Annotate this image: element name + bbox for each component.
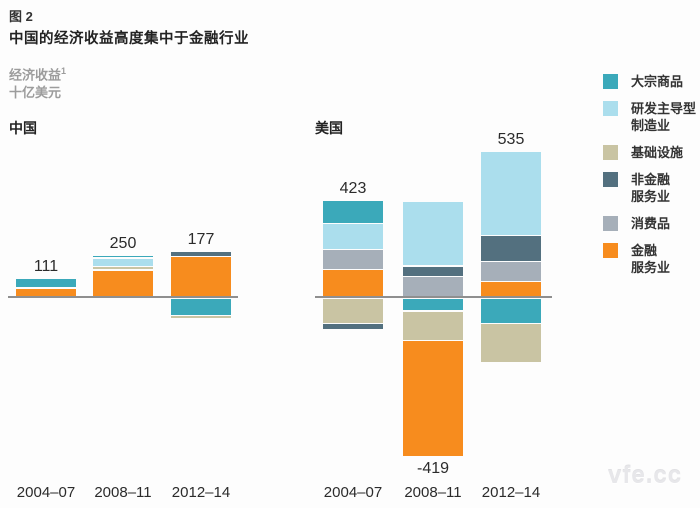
x-tick-label: 2008–11: [404, 484, 462, 501]
legend-label: 非金融 服务业: [631, 172, 671, 204]
bar-segment-financial_services: [93, 270, 153, 297]
bar-total-label: 250: [109, 234, 137, 252]
bar-total-label: 535: [497, 130, 525, 148]
legend-item: 大宗商品: [603, 73, 696, 90]
bar-segment-commodities: [16, 279, 76, 288]
legend-item: 非金融 服务业: [603, 171, 696, 205]
bar-segment-financial_services: [16, 288, 76, 297]
y-axis-label-unit: 十亿美元: [9, 85, 62, 101]
bar-segment-commodities: [323, 201, 383, 223]
legend: 大宗商品研发主导型 制造业基础设施非金融 服务业消费品金融 服务业: [603, 73, 696, 276]
bar-segment-infrastructure: [403, 311, 463, 340]
bar-segment-commodities: [171, 299, 231, 315]
legend-swatch-commodities: [603, 74, 618, 89]
chart-title-china: 中国: [9, 120, 37, 136]
y-axis-label: 经济收益1 十亿美元: [9, 62, 66, 102]
bar-segment-infrastructure: [323, 299, 383, 323]
bar-total-label: -419: [416, 460, 450, 478]
bar-segment-consumer_goods: [481, 262, 541, 281]
x-tick-label: 2012–14: [481, 484, 541, 501]
legend-item: 研发主导型 制造业: [603, 100, 696, 134]
legend-swatch-rd_manufacturing: [603, 101, 618, 116]
legend-label: 消费品: [631, 216, 671, 231]
footnote-marker: 1: [61, 66, 67, 76]
legend-swatch-infrastructure: [603, 145, 618, 160]
bar-segment-consumer_goods: [403, 277, 463, 297]
figure-number: 图 2: [9, 9, 33, 24]
bar-segment-rd_manufacturing: [403, 202, 463, 266]
legend-label: 金融 服务业: [631, 243, 671, 275]
bar-segment-nonfinancial_services: [171, 251, 231, 256]
legend-label: 大宗商品: [631, 74, 684, 89]
x-axis-us: [315, 296, 552, 298]
x-tick-label: 2012–14: [171, 484, 231, 501]
legend-item: 基础设施: [603, 144, 696, 161]
bar-segment-financial_services: [171, 257, 231, 297]
bar-segment-rd_manufacturing: [93, 258, 153, 266]
legend-label: 基础设施: [631, 145, 684, 160]
bar-segment-commodities: [403, 299, 463, 311]
figure-title: 中国的经济收益高度集中于金融行业: [9, 31, 249, 47]
x-tick-label: 2004–07: [323, 484, 383, 501]
bar-segment-infrastructure: [171, 316, 231, 319]
bar-segment-nonfinancial_services: [403, 266, 463, 276]
legend-swatch-nonfinancial_services: [603, 172, 618, 187]
bar-total-label: 423: [339, 180, 367, 198]
bar-segment-commodities: [93, 255, 153, 258]
x-tick-label: 2004–07: [16, 484, 76, 501]
y-axis-label-metric: 经济收益1: [9, 66, 67, 83]
bar-segment-consumer_goods: [323, 250, 383, 269]
bar-segment-financial_services: [323, 270, 383, 297]
bar-segment-infrastructure: [93, 267, 153, 269]
bar-segment-financial_services: [481, 282, 541, 297]
bar-total-label: 177: [187, 230, 215, 248]
legend-item: 消费品: [603, 215, 696, 232]
legend-item: 金融 服务业: [603, 242, 696, 276]
bar-segment-nonfinancial_services: [323, 324, 383, 330]
bar-segment-infrastructure: [481, 324, 541, 362]
bar-segment-financial_services: [403, 341, 463, 456]
legend-label: 研发主导型 制造业: [631, 101, 697, 133]
bar-segment-commodities: [481, 299, 541, 323]
bar-segment-nonfinancial_services: [481, 236, 541, 261]
bar-segment-rd_manufacturing: [481, 151, 541, 235]
bar-segment-rd_manufacturing: [323, 224, 383, 249]
x-axis-china: [8, 296, 238, 298]
legend-swatch-consumer_goods: [603, 216, 618, 231]
legend-swatch-financial_services: [603, 243, 618, 258]
bar-total-label: 111: [33, 258, 59, 276]
watermark: vfe.cc: [608, 462, 683, 489]
x-tick-label: 2008–11: [94, 484, 152, 501]
chart-title-us: 美国: [315, 120, 343, 136]
